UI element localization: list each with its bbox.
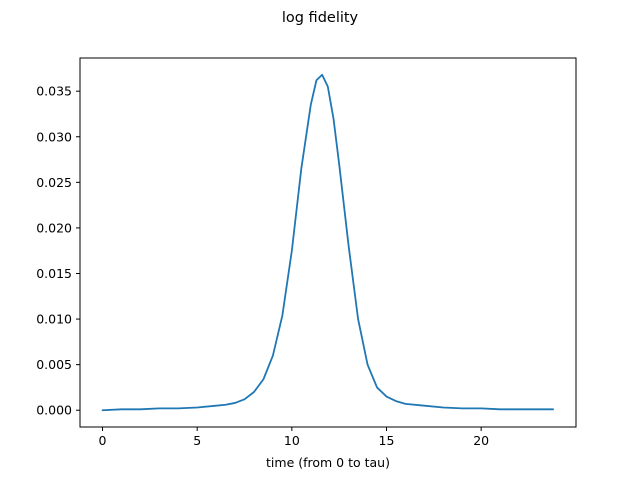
series-line-0 [101, 73, 554, 412]
plot-frame [79, 57, 577, 428]
x-tick-label: 0 [99, 433, 107, 448]
x-tick-label: 5 [193, 433, 201, 448]
chart-title: log fidelity [282, 10, 359, 26]
y-tick-label: 0.010 [36, 312, 72, 327]
y-tick-label: 0.025 [36, 175, 72, 190]
x-tick-label: 15 [379, 433, 395, 448]
y-tick-label: 0.030 [36, 129, 72, 144]
y-tick-label: 0.015 [36, 266, 72, 281]
y-tick-label: 0.035 [36, 84, 72, 99]
plot-area [79, 57, 577, 428]
y-tick-label: 0.000 [36, 403, 72, 418]
x-axis: 0 5 10 15 20 [99, 427, 489, 448]
x-axis-label: time (from 0 to tau) [266, 455, 390, 470]
y-axis: 0.000 0.005 0.010 0.015 0.020 0.025 0.030 0.035 [36, 84, 80, 418]
y-tick-label: 0.005 [36, 357, 72, 372]
x-tick-label: 10 [284, 433, 300, 448]
x-tick-label: 20 [473, 433, 489, 448]
y-tick-label: 0.020 [36, 220, 72, 235]
